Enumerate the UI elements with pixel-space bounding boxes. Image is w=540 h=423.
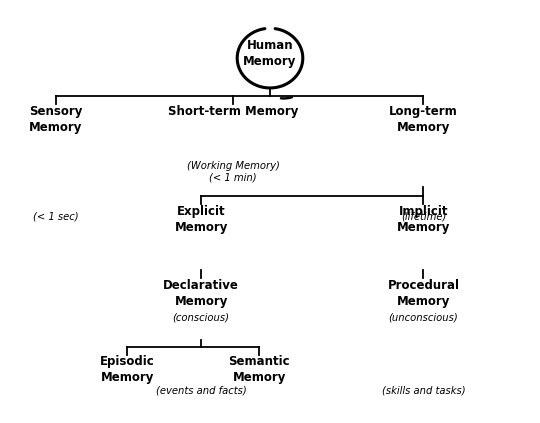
Text: (Working Memory)
(< 1 min): (Working Memory) (< 1 min) [186,161,279,182]
Text: Episodic
Memory: Episodic Memory [100,355,154,385]
Text: Long-term
Memory: Long-term Memory [389,104,458,134]
Text: (skills and tasks): (skills and tasks) [382,386,465,396]
Text: (< 1 sec): (< 1 sec) [33,212,78,222]
Text: (conscious): (conscious) [173,312,230,322]
Text: Explicit
Memory: Explicit Memory [174,205,228,234]
Text: Human
Memory: Human Memory [244,39,296,69]
Text: Short-term Memory: Short-term Memory [168,104,298,118]
Text: (unconscious): (unconscious) [389,312,458,322]
Text: (lifetime): (lifetime) [401,212,446,222]
Text: Procedural
Memory: Procedural Memory [388,279,460,308]
Text: Sensory
Memory: Sensory Memory [29,104,83,134]
Text: (events and facts): (events and facts) [156,386,247,396]
Text: Declarative
Memory: Declarative Memory [163,279,239,308]
Text: Semantic
Memory: Semantic Memory [228,355,290,385]
Text: Implicit
Memory: Implicit Memory [397,205,450,234]
